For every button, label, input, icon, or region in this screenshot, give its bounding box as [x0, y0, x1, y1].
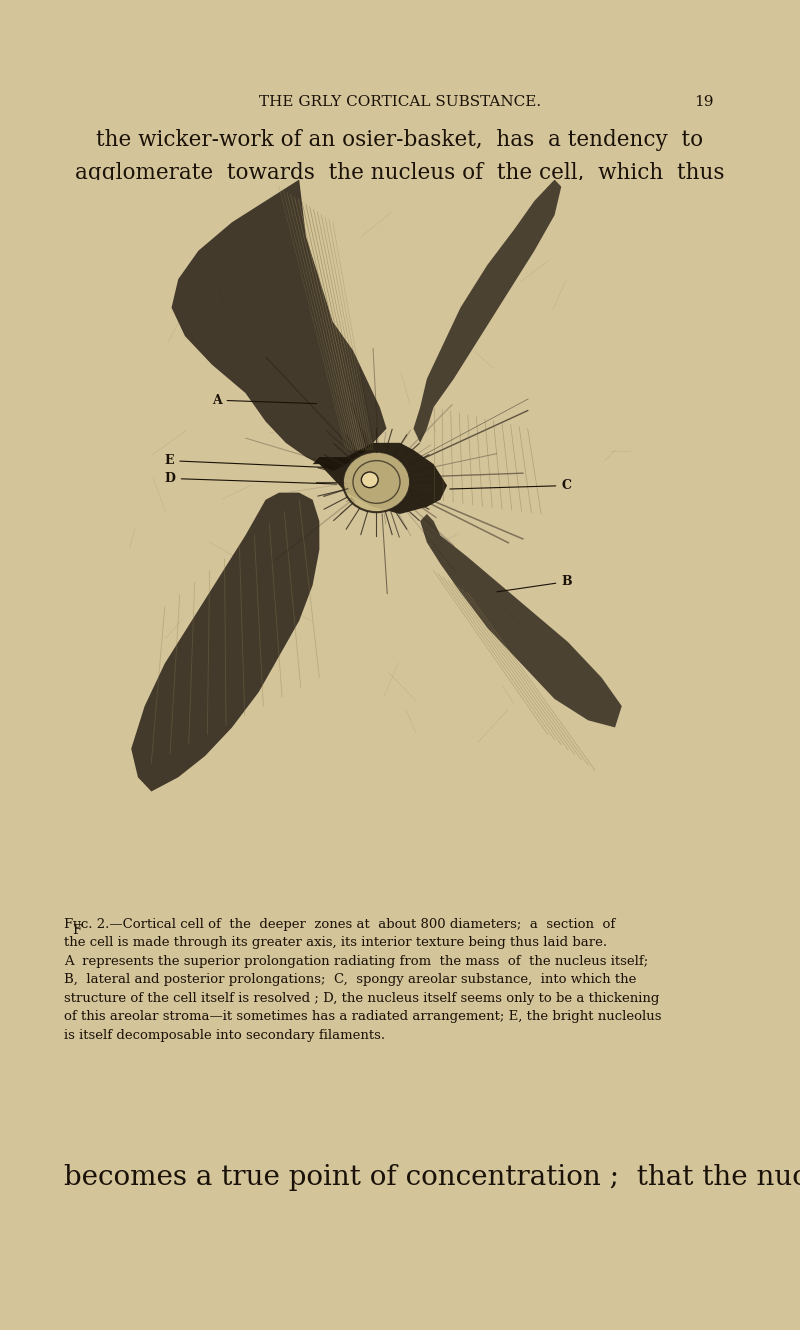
Text: agglomerate  towards  the nucleus of  the cell,  which  thus: agglomerate towards the nucleus of the c…: [75, 162, 725, 184]
Text: the wicker-work of an osier-basket,  has  a tendency  to: the wicker-work of an osier-basket, has …: [97, 129, 703, 150]
Text: A: A: [212, 394, 317, 407]
Polygon shape: [171, 180, 386, 471]
Text: 19: 19: [694, 96, 714, 109]
Polygon shape: [420, 513, 622, 728]
Text: becomes a true point of concentration ;  that the nucleus: becomes a true point of concentration ; …: [64, 1164, 800, 1190]
Text: D: D: [165, 472, 337, 485]
Polygon shape: [414, 180, 562, 443]
Text: B: B: [497, 575, 572, 592]
Text: THE GRLY CORTICAL SUBSTANCE.: THE GRLY CORTICAL SUBSTANCE.: [259, 96, 541, 109]
Ellipse shape: [343, 452, 410, 512]
Polygon shape: [131, 492, 319, 791]
Text: C: C: [450, 479, 571, 492]
Text: F: F: [72, 924, 81, 938]
Text: Fᴜᴄ. 2.—Cortical cell of  the  deeper  zones at  about 800 diameters;  a  sectio: Fᴜᴄ. 2.—Cortical cell of the deeper zone…: [64, 918, 662, 1041]
Ellipse shape: [362, 472, 378, 488]
Polygon shape: [313, 443, 447, 513]
Text: E: E: [165, 454, 330, 468]
